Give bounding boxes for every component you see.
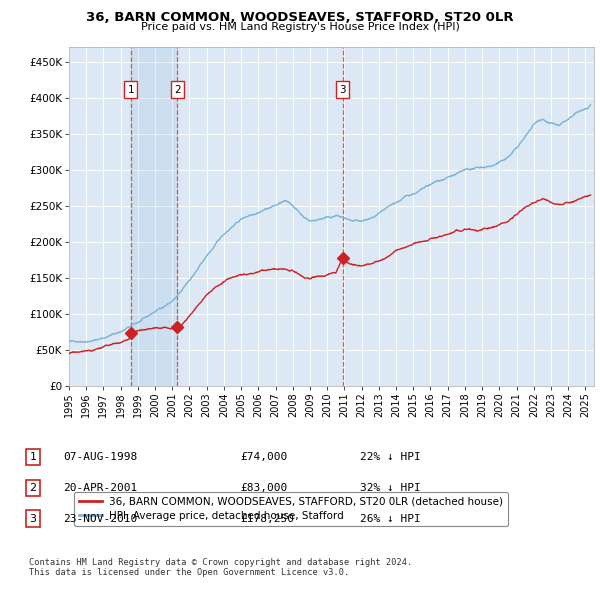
Text: 32% ↓ HPI: 32% ↓ HPI bbox=[360, 483, 421, 493]
Text: Price paid vs. HM Land Registry's House Price Index (HPI): Price paid vs. HM Land Registry's House … bbox=[140, 22, 460, 32]
Text: 1: 1 bbox=[127, 84, 134, 94]
Text: 20-APR-2001: 20-APR-2001 bbox=[63, 483, 137, 493]
Text: 07-AUG-1998: 07-AUG-1998 bbox=[63, 453, 137, 462]
Text: 3: 3 bbox=[29, 514, 37, 523]
Text: 3: 3 bbox=[340, 84, 346, 94]
Text: Contains HM Land Registry data © Crown copyright and database right 2024.
This d: Contains HM Land Registry data © Crown c… bbox=[29, 558, 412, 577]
Text: 22% ↓ HPI: 22% ↓ HPI bbox=[360, 453, 421, 462]
Text: 36, BARN COMMON, WOODSEAVES, STAFFORD, ST20 0LR: 36, BARN COMMON, WOODSEAVES, STAFFORD, S… bbox=[86, 11, 514, 24]
Text: £178,250: £178,250 bbox=[240, 514, 294, 523]
Legend: 36, BARN COMMON, WOODSEAVES, STAFFORD, ST20 0LR (detached house), HPI: Average p: 36, BARN COMMON, WOODSEAVES, STAFFORD, S… bbox=[74, 491, 508, 526]
Text: 26% ↓ HPI: 26% ↓ HPI bbox=[360, 514, 421, 523]
Text: £74,000: £74,000 bbox=[240, 453, 287, 462]
Text: £83,000: £83,000 bbox=[240, 483, 287, 493]
Bar bbox=[131, 47, 178, 386]
Text: 1: 1 bbox=[29, 453, 37, 462]
Text: 23-NOV-2010: 23-NOV-2010 bbox=[63, 514, 137, 523]
Text: 2: 2 bbox=[174, 84, 181, 94]
Text: 2: 2 bbox=[29, 483, 37, 493]
